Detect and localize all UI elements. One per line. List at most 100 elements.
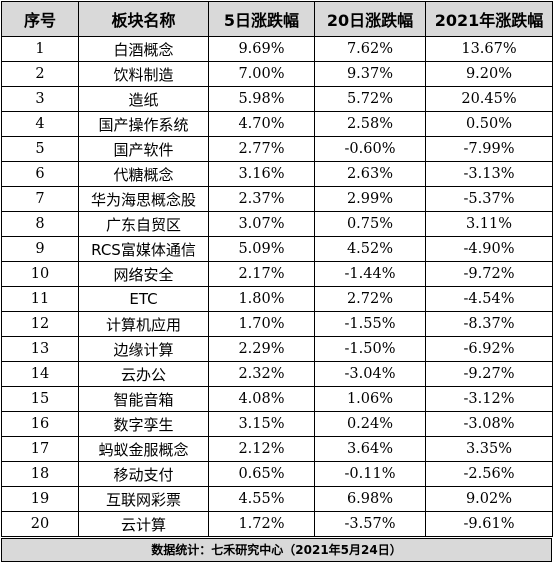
change-20day: 6.98% — [314, 486, 426, 512]
sector-name: 数字孪生 — [78, 411, 209, 437]
change-5day: 4.70% — [208, 111, 315, 137]
change-ytd: -3.12% — [425, 386, 553, 412]
header-sector-name: 板块名称 — [78, 1, 209, 37]
row-index: 16 — [1, 411, 79, 437]
table-row: 6 代糖概念 3.16% 2.63% -3.13% — [1, 161, 553, 187]
change-20day: -0.60% — [314, 136, 426, 162]
change-5day: 9.69% — [208, 36, 315, 62]
table-row: 14 云办公 2.32% -3.04% -9.27% — [1, 361, 553, 387]
row-index: 1 — [1, 36, 79, 62]
change-20day: -1.50% — [314, 336, 426, 362]
data-source-footer: 数据统计：七禾研究中心（2021年5月24日） — [1, 538, 552, 562]
table-row: 3 造纸 5.98% 5.72% 20.45% — [1, 86, 553, 112]
change-ytd: -3.08% — [425, 411, 553, 437]
sector-name: 云计算 — [78, 511, 209, 537]
change-5day: 2.32% — [208, 361, 315, 387]
change-5day: 2.37% — [208, 186, 315, 212]
row-index: 20 — [1, 511, 79, 537]
sector-name: RCS富媒体通信 — [78, 236, 209, 262]
change-ytd: -6.92% — [425, 336, 553, 362]
sector-name: 华为海思概念股 — [78, 186, 209, 212]
change-20day: 9.37% — [314, 61, 426, 87]
change-20day: -3.04% — [314, 361, 426, 387]
change-5day: 2.29% — [208, 336, 315, 362]
change-ytd: 20.45% — [425, 86, 553, 112]
change-20day: -1.44% — [314, 261, 426, 287]
sector-name: 国产操作系统 — [78, 111, 209, 137]
row-index: 6 — [1, 161, 79, 187]
table-header-row: 序号 板块名称 5日涨跌幅 20日涨跌幅 2021年涨跌幅 — [1, 1, 553, 37]
sector-name: ETC — [78, 286, 209, 312]
sector-name: 广东自贸区 — [78, 211, 209, 237]
change-ytd: -8.37% — [425, 311, 553, 337]
row-index: 14 — [1, 361, 79, 387]
table-row: 11 ETC 1.80% 2.72% -4.54% — [1, 286, 553, 312]
row-index: 13 — [1, 336, 79, 362]
row-index: 17 — [1, 436, 79, 462]
sector-name: 边缘计算 — [78, 336, 209, 362]
change-ytd: -9.61% — [425, 511, 553, 537]
row-index: 2 — [1, 61, 79, 87]
change-5day: 3.15% — [208, 411, 315, 437]
change-20day: 2.72% — [314, 286, 426, 312]
change-5day: 5.98% — [208, 86, 315, 112]
sector-name: 饮料制造 — [78, 61, 209, 87]
change-ytd: 9.20% — [425, 61, 553, 87]
row-index: 7 — [1, 186, 79, 212]
change-5day: 3.07% — [208, 211, 315, 237]
change-20day: 2.63% — [314, 161, 426, 187]
change-5day: 2.12% — [208, 436, 315, 462]
change-ytd: -9.27% — [425, 361, 553, 387]
sector-name: 互联网彩票 — [78, 486, 209, 512]
header-20day-change: 20日涨跌幅 — [314, 1, 426, 37]
change-5day: 1.72% — [208, 511, 315, 537]
table-row: 5 国产软件 2.77% -0.60% -7.99% — [1, 136, 553, 162]
change-20day: 2.58% — [314, 111, 426, 137]
sector-name: 云办公 — [78, 361, 209, 387]
change-20day: 4.52% — [314, 236, 426, 262]
change-20day: -0.11% — [314, 461, 426, 487]
change-20day: -1.55% — [314, 311, 426, 337]
sector-name: 智能音箱 — [78, 386, 209, 412]
table-row: 20 云计算 1.72% -3.57% -9.61% — [1, 511, 553, 537]
sector-performance-table: 序号 板块名称 5日涨跌幅 20日涨跌幅 2021年涨跌幅 1 白酒概念 9.69%… — [1, 1, 553, 537]
change-ytd: 3.11% — [425, 211, 553, 237]
change-5day: 2.17% — [208, 261, 315, 287]
change-5day: 2.77% — [208, 136, 315, 162]
sector-name: 网络安全 — [78, 261, 209, 287]
table-row: 7 华为海思概念股 2.37% 2.99% -5.37% — [1, 186, 553, 212]
table-row: 12 计算机应用 1.70% -1.55% -8.37% — [1, 311, 553, 337]
header-5day-change: 5日涨跌幅 — [208, 1, 315, 37]
row-index: 11 — [1, 286, 79, 312]
change-ytd: -3.13% — [425, 161, 553, 187]
table-row: 4 国产操作系统 4.70% 2.58% 0.50% — [1, 111, 553, 137]
row-index: 19 — [1, 486, 79, 512]
change-20day: 1.06% — [314, 386, 426, 412]
change-5day: 1.70% — [208, 311, 315, 337]
table-row: 9 RCS富媒体通信 5.09% 4.52% -4.90% — [1, 236, 553, 262]
change-ytd: 0.50% — [425, 111, 553, 137]
table-row: 19 互联网彩票 4.55% 6.98% 9.02% — [1, 486, 553, 512]
change-ytd: -2.56% — [425, 461, 553, 487]
change-ytd: -9.72% — [425, 261, 553, 287]
change-20day: -3.57% — [314, 511, 426, 537]
sector-name: 移动支付 — [78, 461, 209, 487]
change-20day: 7.62% — [314, 36, 426, 62]
change-ytd: 13.67% — [425, 36, 553, 62]
row-index: 9 — [1, 236, 79, 262]
sector-name: 蚂蚁金服概念 — [78, 436, 209, 462]
row-index: 8 — [1, 211, 79, 237]
change-5day: 4.55% — [208, 486, 315, 512]
table-row: 13 边缘计算 2.29% -1.50% -6.92% — [1, 336, 553, 362]
row-index: 18 — [1, 461, 79, 487]
change-ytd: 9.02% — [425, 486, 553, 512]
row-index: 5 — [1, 136, 79, 162]
row-index: 10 — [1, 261, 79, 287]
change-ytd: -7.99% — [425, 136, 553, 162]
change-20day: 5.72% — [314, 86, 426, 112]
change-5day: 4.08% — [208, 386, 315, 412]
row-index: 3 — [1, 86, 79, 112]
row-index: 15 — [1, 386, 79, 412]
change-5day: 3.16% — [208, 161, 315, 187]
change-20day: 0.75% — [314, 211, 426, 237]
